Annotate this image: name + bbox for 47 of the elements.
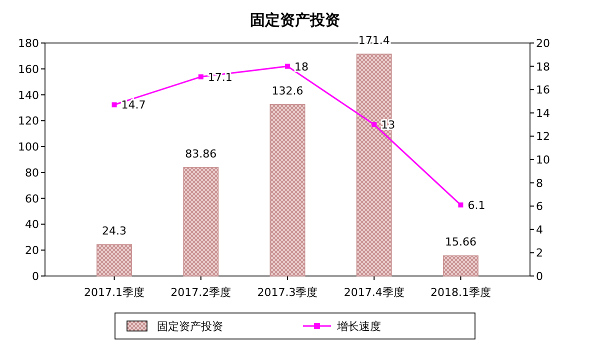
point bbox=[112, 102, 117, 108]
point bbox=[198, 74, 204, 80]
point bbox=[285, 64, 290, 69]
y-tick-label: 80 bbox=[25, 166, 39, 180]
point bbox=[458, 202, 464, 208]
bar bbox=[270, 104, 306, 276]
x-tick-label: 2017.2季度 bbox=[170, 286, 232, 299]
y2-tick-label: 12 bbox=[536, 130, 550, 144]
y-tick-label: 40 bbox=[25, 218, 39, 232]
y-tick-label: 60 bbox=[25, 192, 39, 206]
y-tick-label: 0 bbox=[32, 270, 39, 283]
data-label: 15.66 bbox=[444, 236, 476, 249]
data-label: 13 bbox=[381, 118, 396, 132]
bar bbox=[442, 255, 478, 276]
data-label: 24.3 bbox=[102, 224, 127, 238]
x-tick-label: 2017.1季度 bbox=[84, 286, 145, 299]
y2-tick-label: 14 bbox=[536, 106, 550, 120]
data-label: 17.1 bbox=[208, 70, 232, 84]
data-label: 14.7 bbox=[121, 98, 146, 112]
data-label: 83.86 bbox=[185, 147, 217, 160]
y2-tick-label: 4 bbox=[536, 223, 543, 236]
y-tick-label: 180 bbox=[18, 37, 39, 50]
point bbox=[372, 122, 377, 128]
y2-tick-label: 2 bbox=[536, 246, 543, 260]
x-tick-label: 2018.1季度 bbox=[430, 286, 491, 299]
y-tick-label: 160 bbox=[18, 62, 39, 76]
y-tick-label: 100 bbox=[18, 140, 39, 154]
y2-tick-label: 0 bbox=[536, 270, 543, 283]
y-tick-label: 140 bbox=[18, 88, 39, 102]
y2-tick-label: 8 bbox=[536, 176, 543, 190]
data-label: 18 bbox=[294, 60, 308, 74]
y2-tick-label: 18 bbox=[536, 60, 550, 74]
bar bbox=[183, 167, 219, 276]
chart-title: 固定资产投资 bbox=[250, 11, 340, 29]
y-tick-label: 20 bbox=[25, 244, 39, 258]
x-tick-label: 2017.3季度 bbox=[257, 286, 318, 299]
legend-label: 增长速度 bbox=[336, 320, 381, 333]
y2-tick-label: 10 bbox=[536, 154, 550, 166]
y2-tick-label: 16 bbox=[536, 84, 550, 97]
legend-label: 固定资产投资 bbox=[157, 320, 223, 333]
data-label: 132.6 bbox=[272, 84, 304, 98]
y2-tick-label: 20 bbox=[536, 37, 550, 50]
data-label: 6.1 bbox=[468, 198, 486, 212]
x-tick-label: 2017.4季度 bbox=[344, 286, 404, 299]
y-tick-label: 120 bbox=[18, 114, 39, 128]
bar bbox=[96, 244, 132, 276]
y2-tick-label: 6 bbox=[536, 200, 543, 214]
